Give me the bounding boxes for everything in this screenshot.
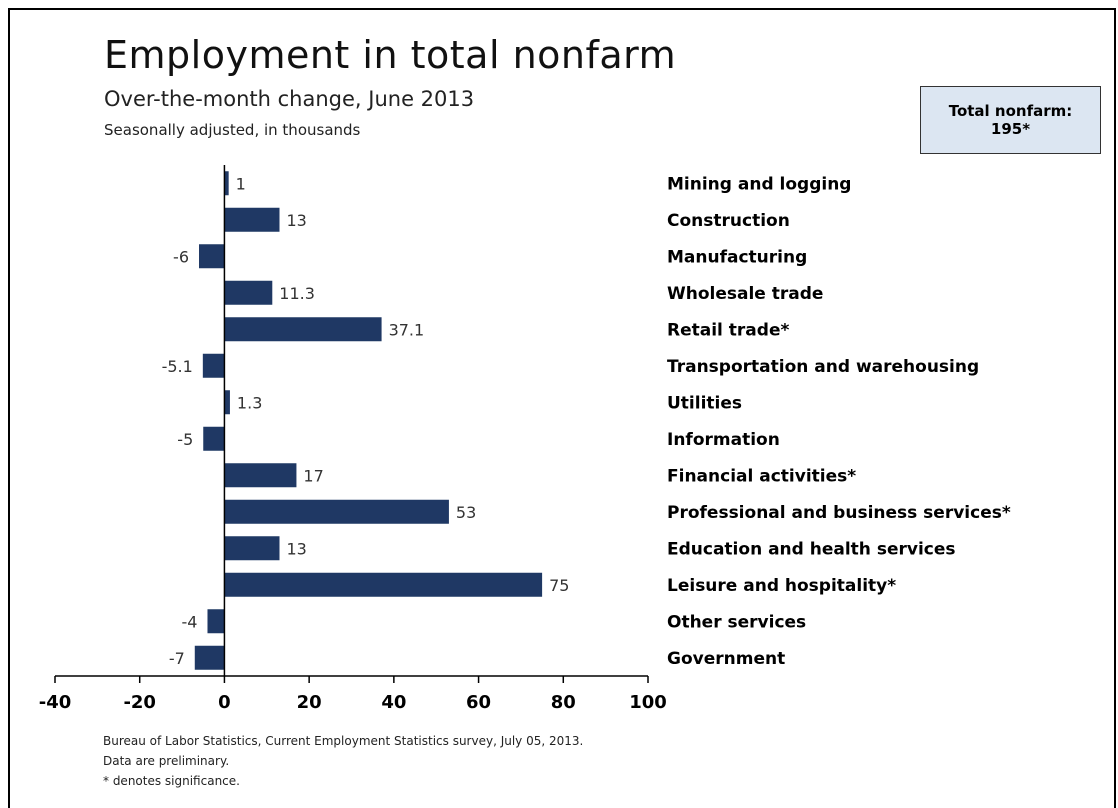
bar (224, 280, 273, 305)
chart-units-note: Seasonally adjusted, in thousands (104, 121, 361, 139)
x-tick-label: 40 (381, 692, 406, 713)
x-tick-label: 0 (218, 692, 231, 713)
bar (224, 463, 297, 488)
bar (224, 171, 229, 196)
category-labels-layer: Mining and logging Construction Manufactur… (667, 174, 1011, 669)
x-tick-label: -20 (123, 692, 156, 713)
chart-subtitle: Over-the-month change, June 2013 (104, 87, 475, 111)
bars-layer (194, 171, 543, 670)
total-nonfarm-label: Total nonfarm: (948, 102, 1073, 120)
bar (224, 317, 382, 342)
bar (224, 499, 449, 524)
data-label: 1.3 (237, 393, 262, 412)
bar (207, 609, 225, 634)
data-label: 37.1 (389, 320, 425, 339)
bar (224, 572, 543, 597)
bar (203, 426, 225, 451)
category-label: Leisure and hospitality* (667, 576, 896, 596)
value-labels-layer: 1 13 -6 11.3 37.1 -5.1 1.3 -5 17 53 13 75 -4 -7 (162, 174, 570, 668)
data-label: 13 (286, 211, 306, 230)
data-label: -5.1 (162, 357, 193, 376)
category-label: Professional and business services* (667, 503, 1011, 523)
data-label: -4 (182, 612, 198, 631)
data-label: 17 (303, 466, 323, 485)
data-label: -7 (169, 649, 185, 668)
bar (224, 390, 230, 415)
category-label: Construction (667, 211, 790, 231)
x-tick-label: 20 (297, 692, 322, 713)
x-tick-label: 100 (629, 692, 667, 713)
data-label: 11.3 (279, 284, 315, 303)
x-tick-label: -40 (39, 692, 72, 713)
category-label: Wholesale trade (667, 284, 823, 304)
category-label: Manufacturing (667, 247, 807, 267)
category-label: Transportation and warehousing (667, 357, 979, 377)
x-axis: -40 -20 0 20 40 60 80 100 (39, 165, 667, 713)
preliminary-note: Data are preliminary. (103, 754, 230, 768)
category-label: Mining and logging (667, 174, 851, 194)
category-label: Utilities (667, 393, 742, 413)
x-tick-label: 80 (551, 692, 576, 713)
data-label: 1 (236, 174, 246, 193)
data-label: -6 (173, 247, 189, 266)
chart-title: Employment in total nonfarm (104, 33, 677, 77)
category-label: Retail trade* (667, 320, 789, 340)
bar (224, 207, 280, 232)
total-nonfarm-box: Total nonfarm: 195* (920, 86, 1101, 154)
bar (202, 353, 225, 378)
category-label: Other services (667, 612, 806, 632)
source-line: Bureau of Labor Statistics, Current Empl… (103, 734, 584, 748)
bar (199, 244, 225, 269)
data-label: -5 (177, 430, 193, 449)
category-label: Government (667, 649, 785, 669)
bar (224, 536, 280, 561)
data-label: 53 (456, 503, 476, 522)
category-label: Financial activities* (667, 466, 856, 486)
bar (194, 645, 225, 670)
data-label: 13 (286, 539, 306, 558)
total-nonfarm-value: 195* (990, 120, 1031, 138)
category-label: Information (667, 430, 780, 450)
significance-note: * denotes significance. (103, 774, 240, 788)
x-tick-label: 60 (466, 692, 491, 713)
data-label: 75 (549, 576, 569, 595)
category-label: Education and health services (667, 539, 956, 559)
